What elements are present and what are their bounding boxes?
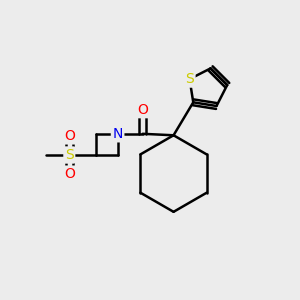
Text: S: S	[185, 72, 194, 86]
Text: O: O	[64, 167, 75, 181]
Text: O: O	[137, 103, 148, 117]
Text: O: O	[64, 129, 75, 143]
Text: S: S	[65, 148, 74, 162]
Text: N: N	[112, 127, 123, 141]
